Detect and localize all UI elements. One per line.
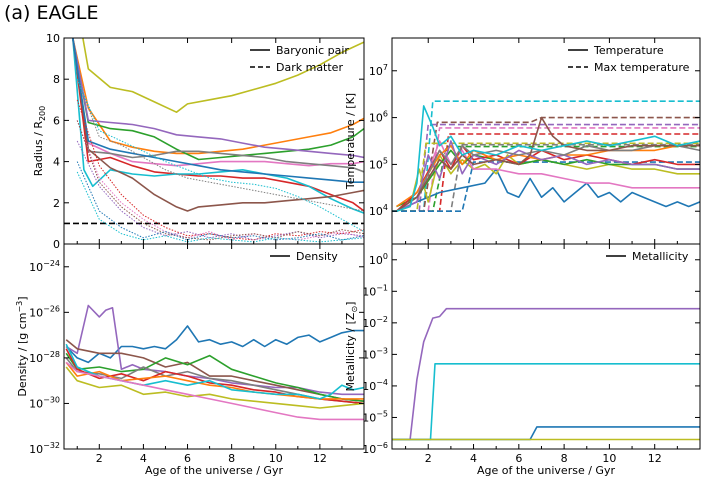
radius-line-brown [72, 38, 364, 212]
metallicity-xtick-label: 6 [515, 452, 522, 465]
radius-line-red-dm [76, 99, 364, 241]
temperature-line-brown-max [392, 116, 700, 212]
radius-line-red [72, 38, 364, 212]
metallicity-ytick-label: 10−3 [362, 346, 388, 361]
radius-line-cyan [72, 38, 364, 214]
radius-ytick-label: 2 [53, 197, 60, 210]
temperature-line-orange [396, 144, 700, 208]
metallicity-ytick-label: 10−4 [362, 378, 388, 393]
figure-title: (a) EAGLE [4, 2, 99, 24]
metallicity-series-group [392, 307, 700, 441]
radius-line-olive [82, 38, 364, 113]
density-axes-frame [63, 243, 365, 450]
temperature-legend-label: Temperature [593, 44, 664, 57]
temperature-line-purple [396, 140, 700, 212]
density-xtick-label: 6 [184, 452, 191, 465]
radius-line-cyan-dm2 [76, 171, 364, 243]
metallicity-ytick-label: 10−1 [362, 283, 388, 298]
temperature-ylabel: Temperature / [K] [344, 93, 357, 190]
metallicity-xtick-label: 12 [648, 452, 662, 465]
metallicity-xlabel: Age of the universe / Gyr [477, 464, 615, 477]
temperature-series-group [392, 100, 700, 212]
radius-ytick-label: 4 [53, 156, 60, 169]
radius-line-cyan-dm [76, 79, 364, 233]
metallicity-line-blue [392, 426, 700, 441]
radius-line-gray [72, 38, 364, 173]
density-ytick-label: 10−30 [29, 395, 60, 410]
density-line-gray [65, 357, 364, 405]
density-xtick-label: 10 [269, 452, 283, 465]
density-ytick-label: 10−28 [29, 350, 60, 365]
radius-line-orange [72, 38, 364, 155]
radius-ytick-label: 6 [53, 114, 60, 127]
temperature-line-blue [396, 168, 700, 212]
metallicity-legend-label: Metallicity [632, 250, 689, 263]
radius-ytick-label: 0 [53, 238, 60, 251]
metallicity-xtick-label: 8 [561, 452, 568, 465]
metallicity-line-purple [392, 307, 700, 441]
metallicity-ytick-label: 100 [369, 252, 388, 267]
radius-panel: 0 2 4 6 8 10 Radius / R200 Baryonic pair Dark ma… [32, 32, 365, 251]
metallicity-ytick-label: 10−2 [362, 315, 388, 330]
temperature-ytick-label: 105 [369, 156, 388, 171]
metallicity-ytick-label: 10−5 [362, 409, 388, 424]
temperature-ytick-label: 104 [369, 203, 388, 218]
density-series-group [65, 304, 364, 421]
density-line-cyan [65, 343, 364, 400]
density-line-olive [65, 366, 364, 409]
metallicity-ytick-label: 10−6 [362, 441, 388, 456]
radius-ytick-label: 8 [53, 73, 60, 86]
metallicity-panel: 2 4 6 8 10 12 10−6 10−5 10−4 10−3 10−2 10−1 100 Metal… [344, 243, 701, 477]
density-legend-label: Density [296, 250, 338, 263]
metallicity-ylabel: Metallicity / [Z⊙] [344, 302, 359, 392]
density-xlabel: Age of the universe / Gyr [145, 464, 283, 477]
radius-line-blue [72, 38, 364, 183]
radius-line-brown-dm [76, 120, 364, 241]
density-ytick-label: 10−24 [29, 259, 60, 274]
temperature-line-pink [396, 140, 700, 212]
radius-line-blue-dm [76, 161, 364, 241]
density-line-blue [65, 325, 364, 364]
temperature-legend-label: Max temperature [594, 61, 690, 74]
density-ytick-label: 10−26 [29, 304, 60, 319]
metallicity-xtick-label: 10 [602, 452, 616, 465]
temperature-ytick-label: 106 [369, 110, 388, 125]
metallicity-axes-frame [391, 243, 701, 450]
density-line-purple [65, 304, 364, 396]
radius-line-gray-dm [76, 79, 364, 212]
metallicity-xtick-label: 4 [470, 452, 477, 465]
density-line-pink [65, 361, 364, 421]
temperature-panel: 104 105 106 107 Temperature / [K] Temperature… [344, 37, 701, 245]
radius-ytick-label: 10 [46, 32, 60, 45]
density-ylabel: Density / [g cm−3] [15, 296, 29, 396]
radius-line-purple [72, 38, 364, 159]
density-line-green [65, 352, 364, 402]
radius-line-purple-dm [76, 140, 364, 241]
temperature-ytick-label: 107 [369, 63, 388, 78]
temperature-line-cyan [396, 105, 700, 212]
density-panel: 2 4 6 8 10 12 10−32 10−30 10−28 10−26 10−24 Density… [15, 243, 365, 477]
radius-series-group [72, 38, 364, 243]
radius-line-green [72, 38, 364, 161]
metallicity-line-cyan [392, 362, 700, 441]
density-xtick-label: 2 [96, 452, 103, 465]
radius-ylabel: Radius / R200 [32, 106, 47, 177]
temperature-line-brown [396, 116, 700, 212]
density-xtick-label: 8 [228, 452, 235, 465]
temperature-line-olive [396, 154, 700, 212]
radius-legend-label: Dark matter [276, 61, 343, 74]
radius-legend-label: Baryonic pair [276, 44, 349, 57]
density-xtick-label: 4 [140, 452, 147, 465]
metallicity-xtick-label: 2 [425, 452, 432, 465]
density-ytick-label: 10−32 [29, 441, 60, 456]
density-xtick-label: 12 [313, 452, 327, 465]
